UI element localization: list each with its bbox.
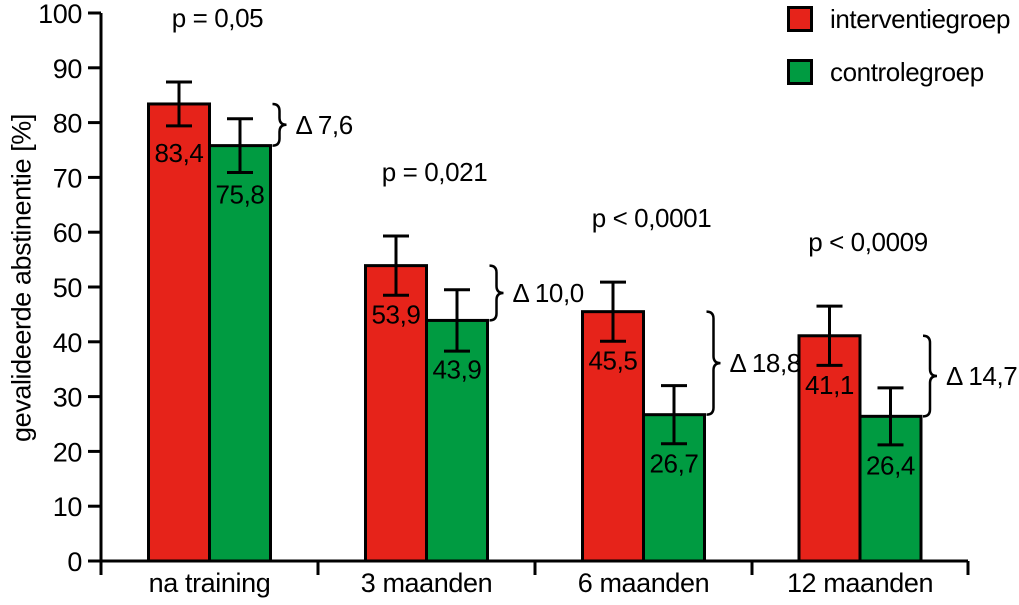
delta-label: Δ 10,0: [513, 278, 584, 308]
delta-label: Δ 7,6: [296, 110, 353, 140]
y-tick-label: 80: [53, 109, 82, 139]
error-bar-interventiegroep: [166, 80, 192, 128]
y-tick-label: 0: [67, 547, 82, 577]
value-label-interventiegroep: 45,5: [588, 346, 637, 376]
bar-controlegroep: [425, 318, 489, 563]
y-tick-label: 50: [53, 273, 82, 303]
delta-label: Δ 18,8: [730, 348, 801, 378]
p-value-label: p = 0,05: [172, 3, 264, 33]
value-label-interventiegroep: 53,9: [371, 300, 420, 330]
legend-item-controlegroep: controlegroep: [787, 59, 1010, 85]
error-bar-controlegroep: [227, 117, 253, 174]
y-tick-label: 20: [53, 437, 82, 467]
legend-label-controlegroep: controlegroep: [830, 57, 984, 87]
delta-brace: [489, 264, 504, 322]
value-label-interventiegroep: 83,4: [154, 138, 203, 168]
legend-item-interventiegroep: interventiegroep: [787, 6, 1010, 32]
delta-brace: [706, 310, 721, 416]
y-tick-label: 70: [53, 163, 82, 193]
p-value-label: p < 0,0009: [808, 227, 928, 257]
legend: interventiegroep controlegroep: [787, 6, 1010, 85]
delta-brace: [272, 102, 287, 147]
p-value-label: p < 0,0001: [592, 203, 712, 233]
category-label: 3 maanden: [361, 568, 493, 598]
error-bar-controlegroep: [444, 288, 470, 353]
y-tick-label: 60: [53, 218, 82, 248]
error-bar-interventiegroep: [600, 280, 626, 343]
bar-interventiegroep: [364, 264, 428, 563]
legend-label-interventiegroep: interventiegroep: [830, 4, 1011, 34]
value-label-interventiegroep: 41,1: [805, 370, 854, 400]
delta-brace: [922, 334, 938, 418]
y-tick-label: 90: [53, 54, 82, 84]
legend-swatch-controlegroep: [787, 59, 813, 85]
bar-interventiegroep: [147, 102, 211, 563]
error-bar-controlegroep: [661, 384, 687, 446]
value-label-controlegroep: 75,8: [215, 180, 264, 210]
category-label: na training: [149, 568, 271, 598]
y-tick-label: 40: [53, 328, 82, 358]
p-value-label: p = 0,021: [382, 157, 488, 187]
error-bar-controlegroep: [877, 386, 904, 447]
y-tick-label: 10: [53, 492, 82, 522]
category-label: 12 maanden: [787, 568, 933, 598]
value-label-controlegroep: 43,9: [432, 354, 481, 384]
y-axis-title: gevalideerde abstinentie [%]: [6, 113, 37, 443]
y-tick-label: 100: [38, 0, 82, 29]
error-bar-interventiegroep: [383, 234, 409, 297]
y-tick-label: 30: [53, 383, 82, 413]
legend-swatch-interventiegroep: [787, 6, 813, 32]
value-label-controlegroep: 26,4: [866, 450, 915, 480]
delta-label: Δ 14,7: [946, 361, 1017, 391]
category-label: 6 maanden: [578, 568, 710, 598]
error-bar-interventiegroep: [816, 304, 843, 367]
value-label-controlegroep: 26,7: [649, 449, 698, 479]
